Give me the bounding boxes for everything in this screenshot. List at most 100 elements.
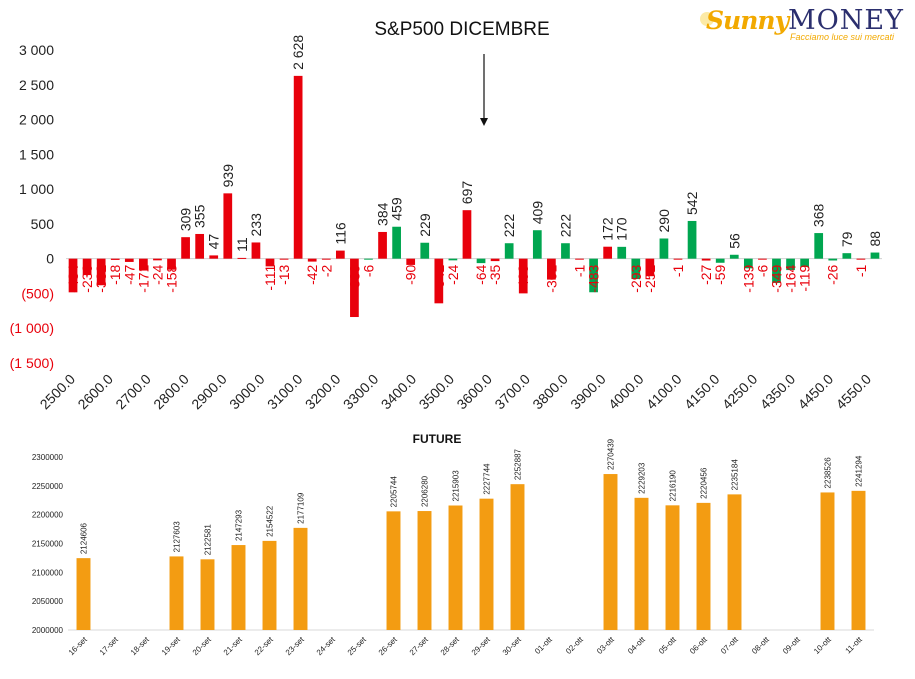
bar-data-label: -1 <box>670 264 686 277</box>
sun-icon <box>700 12 714 26</box>
bar <box>479 498 494 630</box>
bar <box>518 258 528 294</box>
bar <box>335 250 345 259</box>
x-tick-label: 4450.0 <box>795 371 837 413</box>
bar-data-label: -301 <box>543 264 559 292</box>
bar <box>139 258 148 271</box>
bar-data-label: 2206280 <box>421 475 430 507</box>
x-tick-label: 25-set <box>346 635 369 658</box>
bar <box>209 255 219 259</box>
bar <box>575 258 584 260</box>
bar-data-label: 939 <box>220 164 236 188</box>
bar-data-label: -252 <box>642 264 658 292</box>
bar <box>870 252 880 259</box>
bar <box>603 474 618 630</box>
y-tick-label: 1 000 <box>19 181 54 197</box>
bar <box>589 258 598 293</box>
x-tick-label: 24-set <box>315 635 338 658</box>
y-tick-label: 3 000 <box>19 42 54 58</box>
bar <box>645 258 655 277</box>
bar <box>223 193 233 259</box>
y-tick-label: 500 <box>31 216 55 232</box>
bar <box>696 502 711 630</box>
bar-data-label: -139 <box>740 264 756 292</box>
bar-data-label: 47 <box>206 234 222 250</box>
x-tick-label: 2500.0 <box>37 371 79 413</box>
y-tick-label: 2250000 <box>32 482 64 491</box>
bar <box>265 258 275 267</box>
bar-data-label: 79 <box>839 231 855 247</box>
bar-data-label: -171 <box>135 264 151 292</box>
bar-data-label: 170 <box>614 217 630 241</box>
bar-data-label: 2227744 <box>483 463 492 495</box>
x-tick-label: 26-set <box>377 635 400 658</box>
x-tick-label: 07-ott <box>719 635 740 656</box>
bar <box>828 258 838 261</box>
x-tick-label: 3000.0 <box>226 371 268 413</box>
bar-data-label: -1 <box>853 264 869 277</box>
bar-data-label: 2216190 <box>669 470 678 502</box>
x-tick-label: 4100.0 <box>643 371 685 413</box>
bar <box>378 231 387 259</box>
bar <box>673 258 683 260</box>
bar-data-label: -483 <box>586 264 602 292</box>
annotation-arrow-head <box>480 118 488 126</box>
bar-data-label: -2 <box>318 264 334 277</box>
bar-data-label: 384 <box>375 202 391 226</box>
x-tick-label: 11-ott <box>843 635 864 656</box>
bar-data-label: 2238526 <box>824 457 833 489</box>
bar <box>307 258 317 262</box>
bar <box>350 258 359 318</box>
bar <box>727 494 742 630</box>
x-tick-label: 16-set <box>67 635 90 658</box>
bar <box>448 505 463 630</box>
bar <box>251 242 261 259</box>
x-tick-label: 3400.0 <box>378 371 420 413</box>
logo-sunny-text: Sunny <box>706 6 789 35</box>
bar <box>532 230 542 259</box>
bar <box>167 258 176 270</box>
logo-tagline: Facciamo luce sui mercati <box>790 32 895 42</box>
bar-data-label: -47 <box>121 264 137 284</box>
x-tick-label: 23-set <box>284 635 307 658</box>
bar <box>510 484 525 630</box>
bar <box>420 242 430 259</box>
bar <box>68 258 78 293</box>
bar-data-label: -158 <box>164 264 180 292</box>
bar-data-label: 355 <box>192 204 208 228</box>
bar-data-label: 542 <box>684 191 700 215</box>
bar-data-label: 11 <box>234 237 250 252</box>
bar-data-label: -484 <box>65 264 81 292</box>
x-tick-label: 3800.0 <box>529 371 571 413</box>
bar-data-label: 2252887 <box>514 448 523 480</box>
bar <box>392 226 401 259</box>
bar-data-label: -236 <box>79 264 95 292</box>
y-tick-label: 2300000 <box>32 453 64 462</box>
x-tick-label: 3200.0 <box>302 371 344 413</box>
x-tick-label: 22-set <box>253 635 276 658</box>
sunny-money-logo: Sunny MONEY Facciamo luce sui mercati <box>700 4 910 44</box>
x-tick-label: 2700.0 <box>112 371 154 413</box>
x-tick-label: 3500.0 <box>416 371 458 413</box>
bar-data-label: 222 <box>501 214 517 238</box>
bar <box>96 258 106 286</box>
bar-data-label: -90 <box>403 264 419 284</box>
bar <box>715 258 725 263</box>
bar <box>434 258 444 304</box>
y-tick-label: 2 500 <box>19 77 54 93</box>
bar-data-label: 2127603 <box>173 521 182 553</box>
bar <box>851 490 866 630</box>
bar <box>631 258 641 280</box>
y-tick-label: 0 <box>46 251 54 267</box>
x-tick-label: 3700.0 <box>491 371 533 413</box>
y-tick-label: 2000000 <box>32 626 64 635</box>
bar-data-label: 2220456 <box>700 467 709 499</box>
bar-data-label: 2235184 <box>731 459 740 491</box>
bar <box>800 258 809 267</box>
bar-data-label: 222 <box>557 214 573 238</box>
bar <box>124 258 134 262</box>
bar <box>231 545 246 630</box>
bar-data-label: 309 <box>178 208 194 232</box>
bar <box>729 254 739 259</box>
bar <box>462 210 472 259</box>
